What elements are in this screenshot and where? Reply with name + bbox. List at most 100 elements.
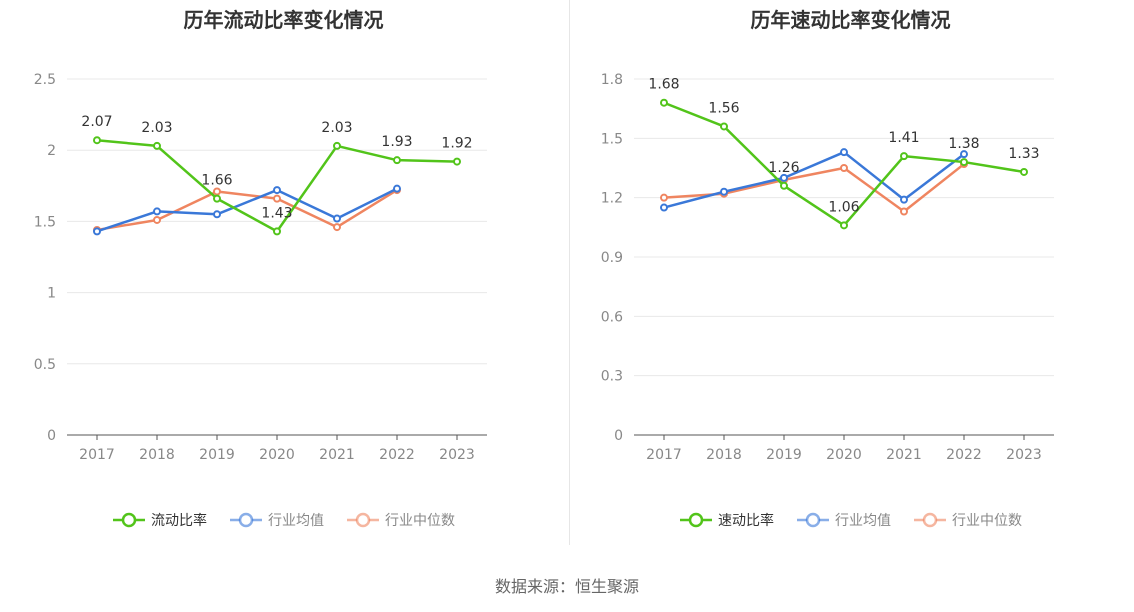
y-tick-label: 1	[47, 286, 56, 302]
legend-item[interactable]: 速动比率	[679, 510, 774, 530]
y-tick-label: 2.5	[34, 72, 56, 88]
data-label: 2.03	[141, 120, 172, 136]
data-point	[660, 193, 668, 202]
data-label: 1.56	[708, 100, 739, 116]
legend-item[interactable]: 行业中位数	[346, 510, 455, 530]
chart-legend: 流动比率 行业均值 行业中位数	[0, 510, 567, 530]
data-point	[93, 227, 101, 236]
x-tick-label: 2021	[886, 447, 922, 463]
legend-label: 速动比率	[718, 513, 774, 529]
legend-item[interactable]: 行业均值	[796, 510, 891, 530]
data-point	[660, 98, 668, 107]
legend-label: 行业均值	[835, 513, 891, 529]
data-label: 1.92	[441, 136, 472, 152]
data-point	[1020, 167, 1028, 176]
chart-title: 历年速动比率变化情况	[750, 8, 951, 32]
data-label: 1.26	[768, 160, 799, 176]
data-point	[153, 215, 161, 224]
y-tick-label: 0.9	[601, 250, 623, 266]
data-point	[900, 195, 908, 204]
data-point	[393, 156, 401, 165]
y-tick-label: 0.5	[34, 357, 56, 373]
legend-item[interactable]: 流动比率	[112, 510, 207, 530]
legend-marker	[238, 512, 254, 528]
legend-item[interactable]: 行业中位数	[913, 510, 1022, 530]
legend-line-marker-icon	[914, 512, 946, 528]
x-tick-label: 2021	[319, 447, 355, 463]
legend-line-marker-icon	[230, 512, 262, 528]
legend-line-marker-icon	[347, 512, 379, 528]
data-label: 1.66	[201, 173, 232, 189]
data-point	[960, 150, 968, 159]
data-label: 1.06	[828, 199, 859, 215]
data-point	[453, 157, 461, 166]
data-point	[720, 122, 728, 131]
data-point	[780, 181, 788, 190]
data-point	[840, 221, 848, 230]
data-point	[273, 186, 281, 195]
legend-marker	[922, 512, 938, 528]
data-source-note: 数据来源：恒生聚源	[494, 577, 639, 596]
legend-label: 流动比率	[151, 513, 207, 529]
line-chart-quick-ratio: 0 0.3 0.6 0.9 1.2 1.5 1.8 2017 2018 2019 2020 2021 2…	[601, 72, 1054, 463]
data-point	[780, 173, 788, 182]
data-point	[840, 164, 848, 172]
x-tick-label: 2019	[199, 447, 235, 463]
data-point	[273, 227, 281, 236]
chart-title: 历年流动比率变化情况	[183, 8, 384, 32]
series-line	[96, 187, 398, 233]
x-tick-label: 2023	[439, 447, 475, 463]
x-tick-label: 2022	[379, 447, 415, 463]
data-point	[960, 158, 968, 167]
legend-line-marker-icon	[113, 512, 145, 528]
y-tick-label: 0.3	[601, 369, 623, 385]
data-label: 1.41	[888, 130, 919, 146]
series-line	[96, 189, 398, 232]
data-label: 1.43	[261, 205, 292, 221]
x-tick-label: 2020	[826, 447, 862, 463]
line-chart-current-ratio: 0 0.5 1 1.5 2 2.5 2017 2018 2019 2020 2021 2022 2023…	[34, 72, 487, 463]
chart-panel-current-ratio: 历年流动比率变化情况 0 0.5 1 1.5 2 2.5 2017 2018 2019 2020 2…	[0, 0, 567, 560]
data-point	[93, 136, 101, 145]
data-label: 1.38	[948, 136, 979, 152]
legend-marker	[355, 512, 371, 528]
legend-label: 行业中位数	[952, 513, 1022, 529]
legend-label: 行业中位数	[385, 513, 455, 529]
data-point	[660, 203, 668, 212]
chart-panel-quick-ratio: 历年速动比率变化情况 0 0.3 0.6 0.9 1.2 1.5 1.8 2017 2018 20…	[567, 0, 1134, 560]
x-tick-label: 2018	[706, 447, 742, 463]
y-tick-label: 0.6	[601, 309, 623, 325]
legend-line-marker-icon	[680, 512, 712, 528]
chart-legend: 速动比率 行业均值 行业中位数	[567, 510, 1134, 530]
legend-marker	[688, 512, 704, 528]
x-tick-label: 2020	[259, 447, 295, 463]
data-point	[213, 194, 221, 203]
data-label: 2.03	[321, 120, 352, 136]
y-tick-label: 1.8	[601, 72, 623, 88]
data-point	[213, 210, 221, 219]
data-point	[153, 207, 161, 216]
data-label: 2.07	[81, 114, 112, 130]
legend-line-marker-icon	[797, 512, 829, 528]
data-label: 1.33	[1008, 146, 1039, 162]
x-tick-label: 2018	[139, 447, 175, 463]
data-label: 1.93	[381, 134, 412, 150]
x-tick-label: 2023	[1006, 447, 1042, 463]
legend-marker	[121, 512, 137, 528]
y-tick-label: 1.5	[601, 131, 623, 147]
panel-divider	[569, 0, 570, 545]
data-point	[213, 187, 221, 196]
legend-label: 行业均值	[268, 513, 324, 529]
x-tick-label: 2017	[79, 447, 115, 463]
data-point	[900, 152, 908, 161]
y-tick-label: 0	[614, 428, 623, 444]
data-point	[153, 141, 161, 150]
data-point	[840, 148, 848, 157]
x-tick-label: 2017	[646, 447, 682, 463]
legend-item[interactable]: 行业均值	[229, 510, 324, 530]
series-line	[663, 150, 965, 209]
data-point	[900, 207, 908, 216]
data-point	[333, 214, 341, 223]
data-point	[393, 184, 401, 193]
y-tick-label: 2	[47, 143, 56, 159]
